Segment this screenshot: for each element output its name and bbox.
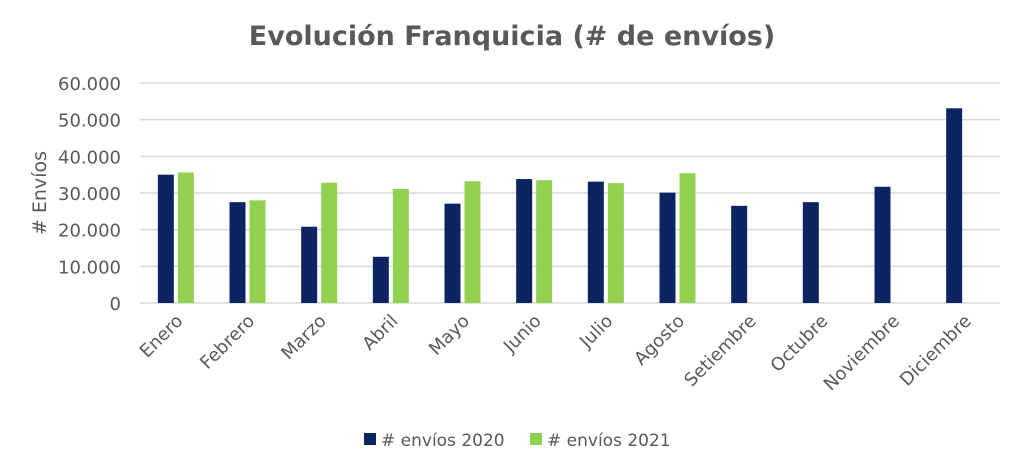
legend-swatch (364, 433, 376, 445)
y-axis-label: # Envíos (29, 151, 51, 235)
x-tick-label: Setiembre (680, 311, 760, 391)
bar--env-os-2020-enero (157, 174, 174, 303)
y-tick-label: 60.000 (58, 74, 121, 95)
x-tick-label: Mayo (425, 311, 474, 360)
bar--env-os-2020-junio (516, 179, 533, 303)
bar--env-os-2020-febrero (229, 202, 246, 303)
bar--env-os-2021-agosto (679, 173, 696, 303)
x-tick-label: Octubre (767, 311, 833, 377)
y-tick-label: 40.000 (58, 147, 121, 168)
x-tick-label: Julio (575, 311, 617, 353)
bar--env-os-2021-mayo (464, 181, 481, 303)
x-tick-label: Abril (358, 311, 402, 355)
y-tick-label: 30.000 (58, 184, 121, 205)
bar--env-os-2021-febrero (249, 200, 266, 303)
bar--env-os-2020-noviembre (874, 186, 891, 303)
x-tick-label: Junio (499, 311, 546, 358)
x-tick-label: Diciembre (896, 311, 976, 391)
bar--env-os-2020-agosto (659, 192, 676, 303)
x-tick-label: Agosto (630, 311, 689, 370)
x-tick-label: Enero (136, 311, 188, 363)
bar--env-os-2020-abril (372, 256, 389, 303)
y-tick-label: 0 (110, 294, 121, 315)
legend-label: # envíos 2020 (381, 431, 505, 451)
y-tick-label: 20.000 (58, 221, 121, 242)
chart-title: Evolución Franquicia (# de envíos) (249, 21, 775, 52)
bar--env-os-2020-mayo (444, 203, 461, 303)
legend-label: # envíos 2021 (547, 431, 671, 451)
bar--env-os-2020-julio (587, 181, 604, 303)
x-tick-label: Noviembre (820, 311, 904, 395)
bar--env-os-2020-diciembre (946, 108, 963, 303)
y-tick-label: 10.000 (58, 257, 121, 278)
legend-swatch (530, 433, 542, 445)
bar--env-os-2021-junio (536, 180, 553, 303)
bar--env-os-2020-setiembre (731, 205, 748, 303)
bar--env-os-2021-abril (392, 188, 409, 303)
bar--env-os-2021-enero (177, 172, 194, 303)
bar--env-os-2021-julio (607, 183, 624, 303)
x-tick-label: Febrero (196, 311, 259, 374)
bar--env-os-2020-octubre (802, 202, 819, 303)
bar--env-os-2021-marzo (321, 182, 338, 303)
x-tick-label: Marzo (277, 311, 330, 364)
bar--env-os-2020-marzo (301, 226, 318, 303)
y-tick-label: 50.000 (58, 111, 121, 132)
